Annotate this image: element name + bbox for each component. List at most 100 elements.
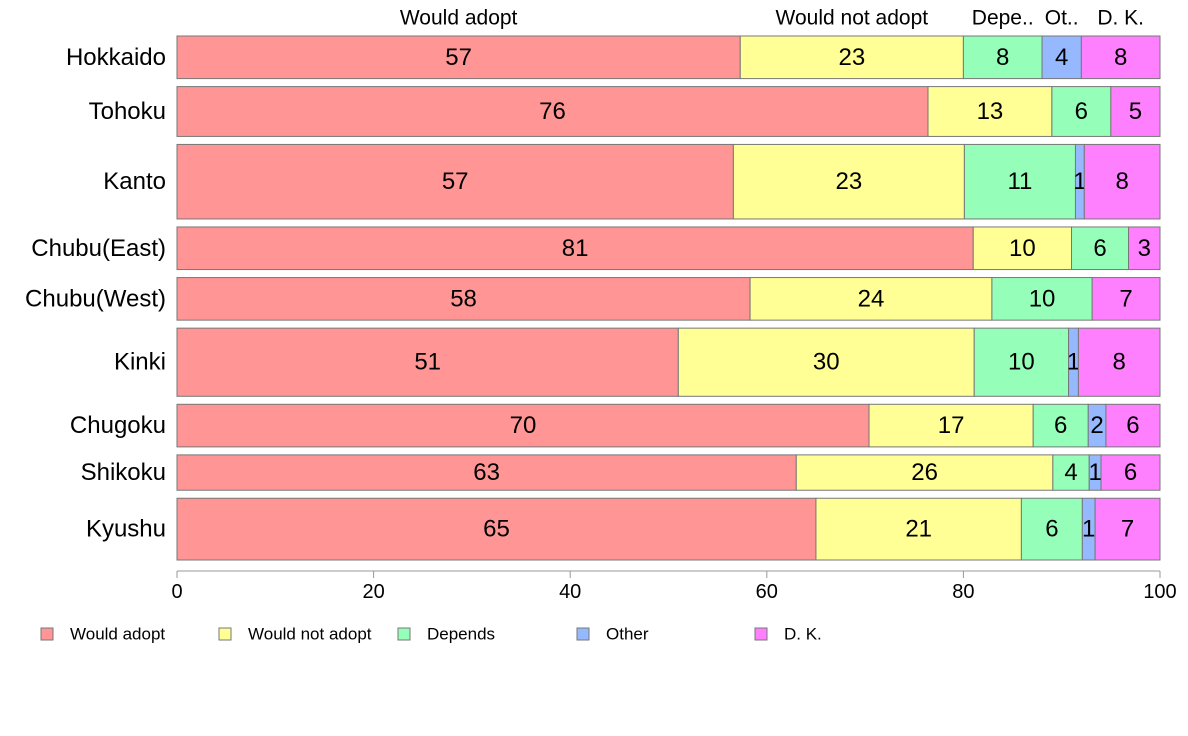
legend-swatch xyxy=(397,627,411,641)
data-label: 5 xyxy=(1129,98,1142,125)
x-axis: 0 20 40 60 80 100 xyxy=(171,570,1177,603)
bar-segment xyxy=(927,86,1053,137)
row-label: Tohoku xyxy=(89,98,166,125)
bar-segment xyxy=(1083,143,1161,220)
data-label: 6 xyxy=(1045,516,1058,543)
bar-segment xyxy=(677,327,975,397)
bar-row: Kyushu 65 21 6 1 7 xyxy=(86,497,1161,561)
bar-row: Shikoku 63 26 4 1 6 xyxy=(81,454,1161,491)
data-label: 6 xyxy=(1075,98,1088,125)
x-tick-label: 60 xyxy=(756,581,778,603)
bar-segment xyxy=(795,454,1054,491)
legend-item: Would not adopt xyxy=(218,625,372,644)
bar-segment xyxy=(739,35,964,80)
bar-row: Tohoku 76 13 6 5 xyxy=(89,86,1161,137)
data-label: 1 xyxy=(1088,459,1101,486)
column-header: Ot.. xyxy=(1045,7,1079,30)
bar-segment xyxy=(176,35,741,80)
legend-item: Other xyxy=(576,625,649,644)
data-label: 70 xyxy=(510,412,537,439)
data-label: 2 xyxy=(1090,412,1103,439)
data-label: 8 xyxy=(1115,168,1128,195)
data-label: 6 xyxy=(1126,412,1139,439)
bar-segment xyxy=(176,277,751,321)
data-label: 51 xyxy=(414,349,441,376)
legend-swatch xyxy=(40,627,54,641)
bar-segment xyxy=(962,35,1043,80)
data-label: 10 xyxy=(1009,235,1036,262)
row-label: Kinki xyxy=(114,349,166,376)
legend-item: D. K. xyxy=(754,625,822,644)
legend-label: Would not adopt xyxy=(248,625,372,644)
x-tick-label: 0 xyxy=(171,581,182,603)
data-label: 4 xyxy=(1055,44,1068,71)
data-label: 6 xyxy=(1124,459,1137,486)
bar-segment xyxy=(1128,226,1161,271)
bar-segment xyxy=(749,277,993,321)
data-label: 58 xyxy=(450,285,477,312)
data-label: 23 xyxy=(838,44,865,71)
data-label: 6 xyxy=(1093,235,1106,262)
bar-row: Chubu(West) 58 24 10 7 xyxy=(25,277,1161,321)
data-label: 1 xyxy=(1073,168,1086,195)
data-label: 57 xyxy=(442,168,469,195)
bar-segment xyxy=(1100,454,1161,491)
legend: Would adopt Would not adopt Depends Other D.… xyxy=(40,625,822,644)
bar-segment xyxy=(1052,454,1090,491)
bar-row: Chugoku 70 17 6 2 6 xyxy=(70,403,1161,448)
data-label: 81 xyxy=(562,235,589,262)
data-label: 8 xyxy=(1113,349,1126,376)
data-label: 65 xyxy=(483,516,510,543)
data-label: 63 xyxy=(473,459,500,486)
bar-segment xyxy=(973,327,1070,397)
column-header: Depe.. xyxy=(972,7,1034,30)
bar-row: Chubu(East) 81 10 6 3 xyxy=(31,226,1161,271)
data-label: 24 xyxy=(858,285,885,312)
row-label: Chubu(West) xyxy=(25,285,166,312)
data-label: 26 xyxy=(911,459,938,486)
bar-segment xyxy=(991,277,1093,321)
bar-segment xyxy=(176,143,734,220)
data-label: 23 xyxy=(836,168,863,195)
bar-row: Hokkaido 57 23 8 4 8 xyxy=(66,35,1161,80)
legend-swatch xyxy=(754,627,768,641)
bar-segment xyxy=(1032,403,1089,448)
bar-segment xyxy=(1091,277,1161,321)
bar-segment xyxy=(1077,327,1161,397)
data-label: 11 xyxy=(1007,168,1032,195)
x-tick-label: 40 xyxy=(559,581,581,603)
legend-item: Would adopt xyxy=(40,625,165,644)
row-label: Hokkaido xyxy=(66,44,166,71)
bar-segment xyxy=(1051,86,1112,137)
x-tick-label: 100 xyxy=(1143,581,1176,603)
legend-label: Depends xyxy=(427,625,495,644)
bar-segment xyxy=(176,497,817,561)
column-header: D. K. xyxy=(1097,7,1144,30)
legend-item: Depends xyxy=(397,625,495,644)
legend-label: Other xyxy=(606,625,649,644)
bar-segment xyxy=(972,226,1073,271)
legend-label: D. K. xyxy=(784,625,822,644)
data-label: 8 xyxy=(996,44,1009,71)
data-label: 1 xyxy=(1082,516,1095,543)
data-label: 10 xyxy=(1008,349,1035,376)
bar-segment xyxy=(1020,497,1083,561)
data-label: 7 xyxy=(1121,516,1134,543)
data-label: 76 xyxy=(539,98,566,125)
column-header: Would not adopt xyxy=(776,7,929,30)
bar-segment xyxy=(176,327,679,397)
data-label: 6 xyxy=(1054,412,1067,439)
data-label: 30 xyxy=(813,349,840,376)
legend-swatch xyxy=(576,627,590,641)
data-label: 21 xyxy=(905,516,932,543)
bar-segment xyxy=(815,497,1022,561)
bar-segment xyxy=(1105,403,1161,448)
bar-segment xyxy=(1071,226,1130,271)
bar-segment xyxy=(176,403,870,448)
bar-segment xyxy=(1094,497,1161,561)
row-label: Kyushu xyxy=(86,516,166,543)
bar-row: Kinki 51 30 10 1 8 xyxy=(114,327,1161,397)
bar-segment xyxy=(963,143,1076,220)
bar-segment xyxy=(176,226,974,271)
